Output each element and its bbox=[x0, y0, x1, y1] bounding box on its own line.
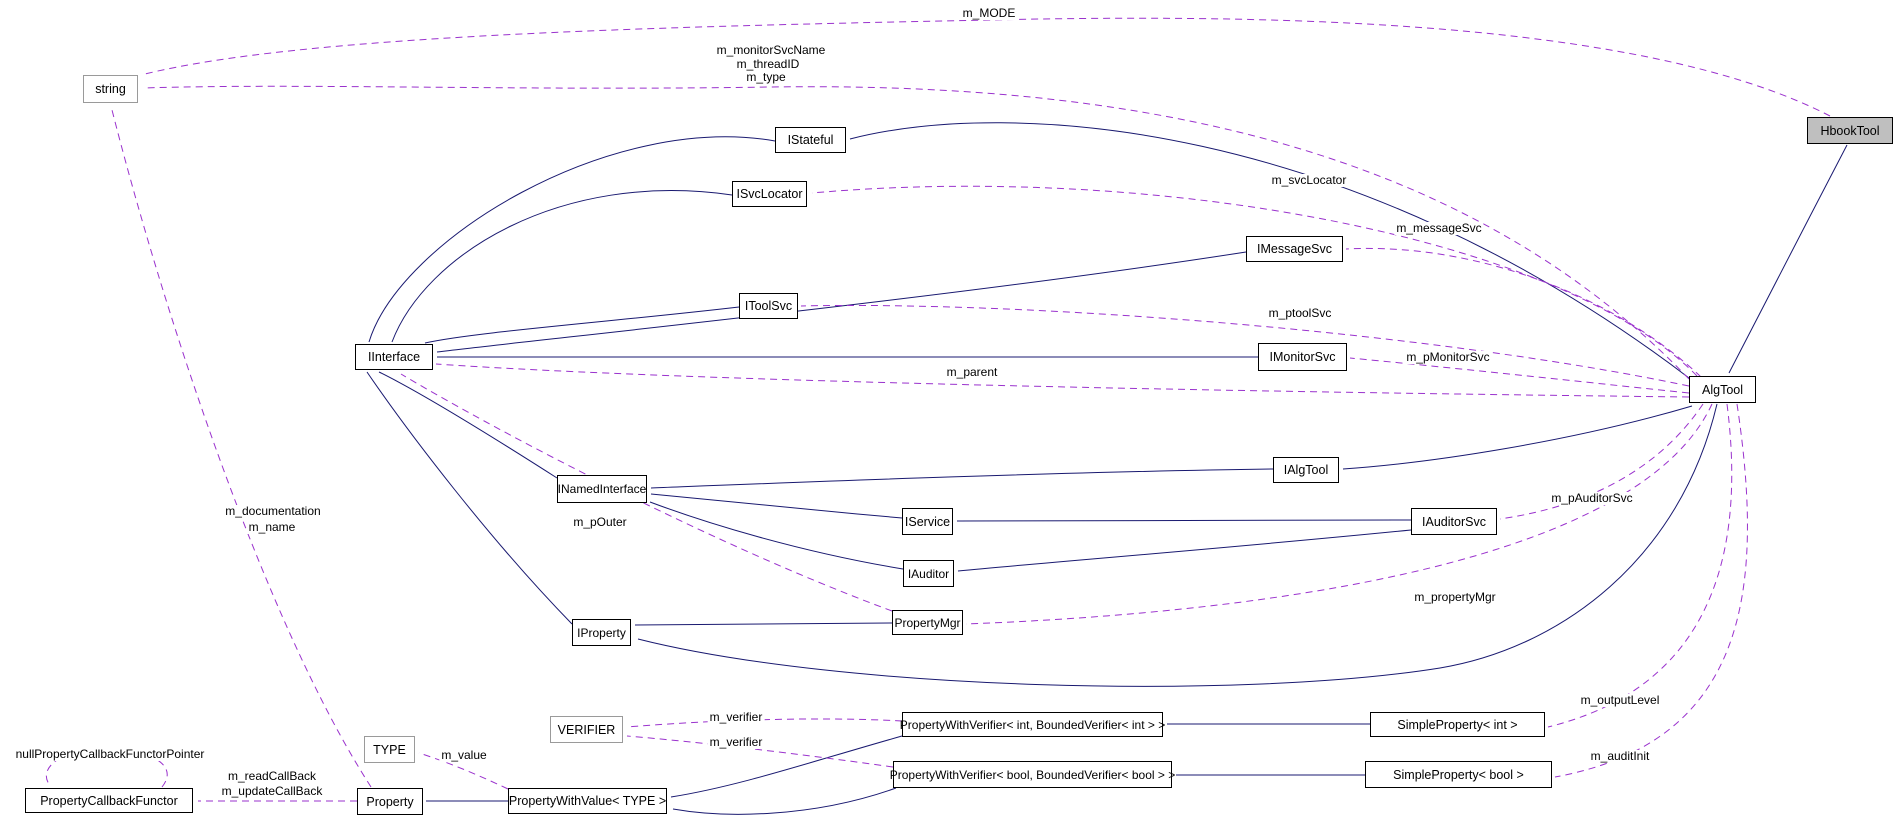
edge-istateful-iinterface bbox=[368, 136, 776, 343]
edge-algtool-ialgtool bbox=[1342, 405, 1693, 470]
edge-iservice-inamedinterface bbox=[650, 493, 903, 519]
edge-algtool-string-type bbox=[143, 85, 1690, 380]
edge-label-m-value: m_value bbox=[439, 748, 489, 762]
edge-algtool-iinterface-parent bbox=[435, 363, 1690, 398]
edge-label-m-readcallback: m_readCallBack bbox=[225, 769, 319, 783]
node-propertymgr[interactable]: PropertyMgr bbox=[892, 610, 963, 635]
node-iauditor[interactable]: IAuditor bbox=[903, 560, 954, 587]
edge-algtool-itoolsvc bbox=[800, 304, 1690, 387]
node-property[interactable]: Property bbox=[357, 788, 423, 815]
edge-label-m-monitorsvcname: m_monitorSvcName bbox=[714, 43, 828, 57]
edge-algtool-propertymgr bbox=[965, 403, 1713, 625]
node-propertywithverifier-bool[interactable]: PropertyWithVerifier< bool, BoundedVerif… bbox=[890, 761, 1175, 788]
edge-iauditorsvc-iservice bbox=[956, 519, 1412, 522]
edge-algtool-isvclocator bbox=[811, 185, 1698, 377]
edge-label-m-ptoolsvc: m_ptoolSvc bbox=[1266, 306, 1334, 320]
node-verifier: VERIFIER bbox=[550, 716, 623, 743]
edge-iproperty-iinterface bbox=[366, 371, 573, 625]
node-imessagesvc[interactable]: IMessageSvc bbox=[1246, 236, 1343, 262]
edge-inamedinterface-iinterface bbox=[378, 371, 558, 479]
edge-label-m-threadid: m_threadID bbox=[734, 57, 802, 71]
node-imonitorsvc[interactable]: IMonitorSvc bbox=[1258, 343, 1347, 371]
edge-algtool-imonitorsvc bbox=[1349, 357, 1690, 394]
inheritance-edges bbox=[366, 122, 1848, 815]
edge-itoolsvc-iinterface bbox=[424, 306, 740, 344]
edge-label-m-auditinit: m_auditInit bbox=[1588, 749, 1652, 763]
node-istateful[interactable]: IStateful bbox=[775, 127, 846, 153]
edge-label-m-outputlevel: m_outputLevel bbox=[1578, 693, 1662, 707]
edge-isvclocator-iinterface bbox=[391, 190, 733, 343]
edge-algtool-istateful bbox=[849, 122, 1690, 379]
node-simpleproperty-bool[interactable]: SimpleProperty< bool > bbox=[1365, 761, 1552, 788]
edge-label-m-pouter: m_pOuter bbox=[571, 515, 629, 529]
edge-algtool-simplepropint bbox=[1547, 403, 1733, 728]
edge-label-nullpropertycallbackfunctorpointer: nullPropertyCallbackFunctorPointer bbox=[13, 747, 207, 761]
edge-label-m-documentation: m_documentation bbox=[223, 504, 323, 518]
edge-label-m-pauditorsvc: m_pAuditorSvc bbox=[1549, 491, 1635, 505]
node-simpleproperty-int[interactable]: SimpleProperty< int > bbox=[1370, 712, 1545, 737]
edge-label-m-verifier-bool: m_verifier bbox=[707, 735, 765, 749]
node-iauditorsvc[interactable]: IAuditorSvc bbox=[1411, 508, 1497, 535]
edge-pwvbool-propertywithvalue bbox=[672, 787, 897, 815]
edge-label-m-propertymgr: m_propertyMgr bbox=[1412, 590, 1498, 604]
node-iservice[interactable]: IService bbox=[902, 508, 953, 535]
edge-label-m-pmonitorsvc: m_pMonitorSvc bbox=[1404, 350, 1492, 364]
node-hbooktool: HbookTool bbox=[1807, 117, 1893, 144]
edge-label-m-mode: m_MODE bbox=[960, 6, 1018, 20]
usage-edges bbox=[45, 17, 1831, 802]
edge-pwvbool-verifier bbox=[626, 735, 894, 768]
edge-pwvint-verifier bbox=[626, 718, 903, 728]
node-iproperty[interactable]: IProperty bbox=[572, 619, 631, 646]
edge-label-m-name: m_name bbox=[246, 520, 298, 534]
edge-propertywithvalue-type-value bbox=[418, 752, 509, 790]
edge-hbooktool-algtool bbox=[1728, 144, 1848, 374]
edge-algtool-iauditorsvc bbox=[1499, 403, 1704, 520]
node-propertywithverifier-int[interactable]: PropertyWithVerifier< int, BoundedVerifi… bbox=[900, 712, 1165, 737]
node-inamedinterface[interactable]: INamedInterface bbox=[557, 475, 647, 503]
edge-algtool-iproperty bbox=[637, 403, 1718, 687]
edge-property-string-name bbox=[110, 105, 372, 788]
edge-imessagesvc-iinterface bbox=[436, 251, 1247, 353]
edge-iauditor-inamedinterface bbox=[649, 501, 904, 570]
edge-label-m-verifier-int: m_verifier bbox=[707, 710, 765, 724]
node-algtool[interactable]: AlgTool bbox=[1689, 376, 1756, 403]
edge-label-m-type: m_type bbox=[744, 70, 788, 84]
edge-propertymgr-iproperty bbox=[634, 622, 893, 626]
node-string: string bbox=[83, 75, 138, 103]
edge-iauditorsvc-iauditor bbox=[957, 529, 1412, 572]
edge-ialgtool-inamedinterface bbox=[650, 468, 1274, 489]
node-type: TYPE bbox=[364, 736, 415, 763]
edge-label-m-messagesvc: m_messageSvc bbox=[1394, 221, 1484, 235]
node-isvclocator[interactable]: ISvcLocator bbox=[732, 181, 807, 207]
edge-label-m-svclocator: m_svcLocator bbox=[1269, 173, 1349, 187]
node-iinterface[interactable]: IInterface bbox=[355, 344, 433, 370]
edge-algtool-imessagesvc bbox=[1345, 247, 1702, 378]
edge-label-m-parent: m_parent bbox=[944, 365, 1000, 379]
node-propertycallbackfunctor[interactable]: PropertyCallbackFunctor bbox=[25, 788, 193, 813]
node-ialgtool[interactable]: IAlgTool bbox=[1273, 457, 1339, 483]
edge-pwvint-propertywithvalue bbox=[670, 735, 903, 798]
edge-label-m-updatecallback: m_updateCallBack bbox=[219, 784, 325, 798]
node-itoolsvc[interactable]: IToolSvc bbox=[739, 293, 798, 319]
edge-hbooktool-string-mode bbox=[144, 17, 1831, 117]
node-propertywithvalue[interactable]: PropertyWithValue< TYPE > bbox=[508, 788, 667, 814]
